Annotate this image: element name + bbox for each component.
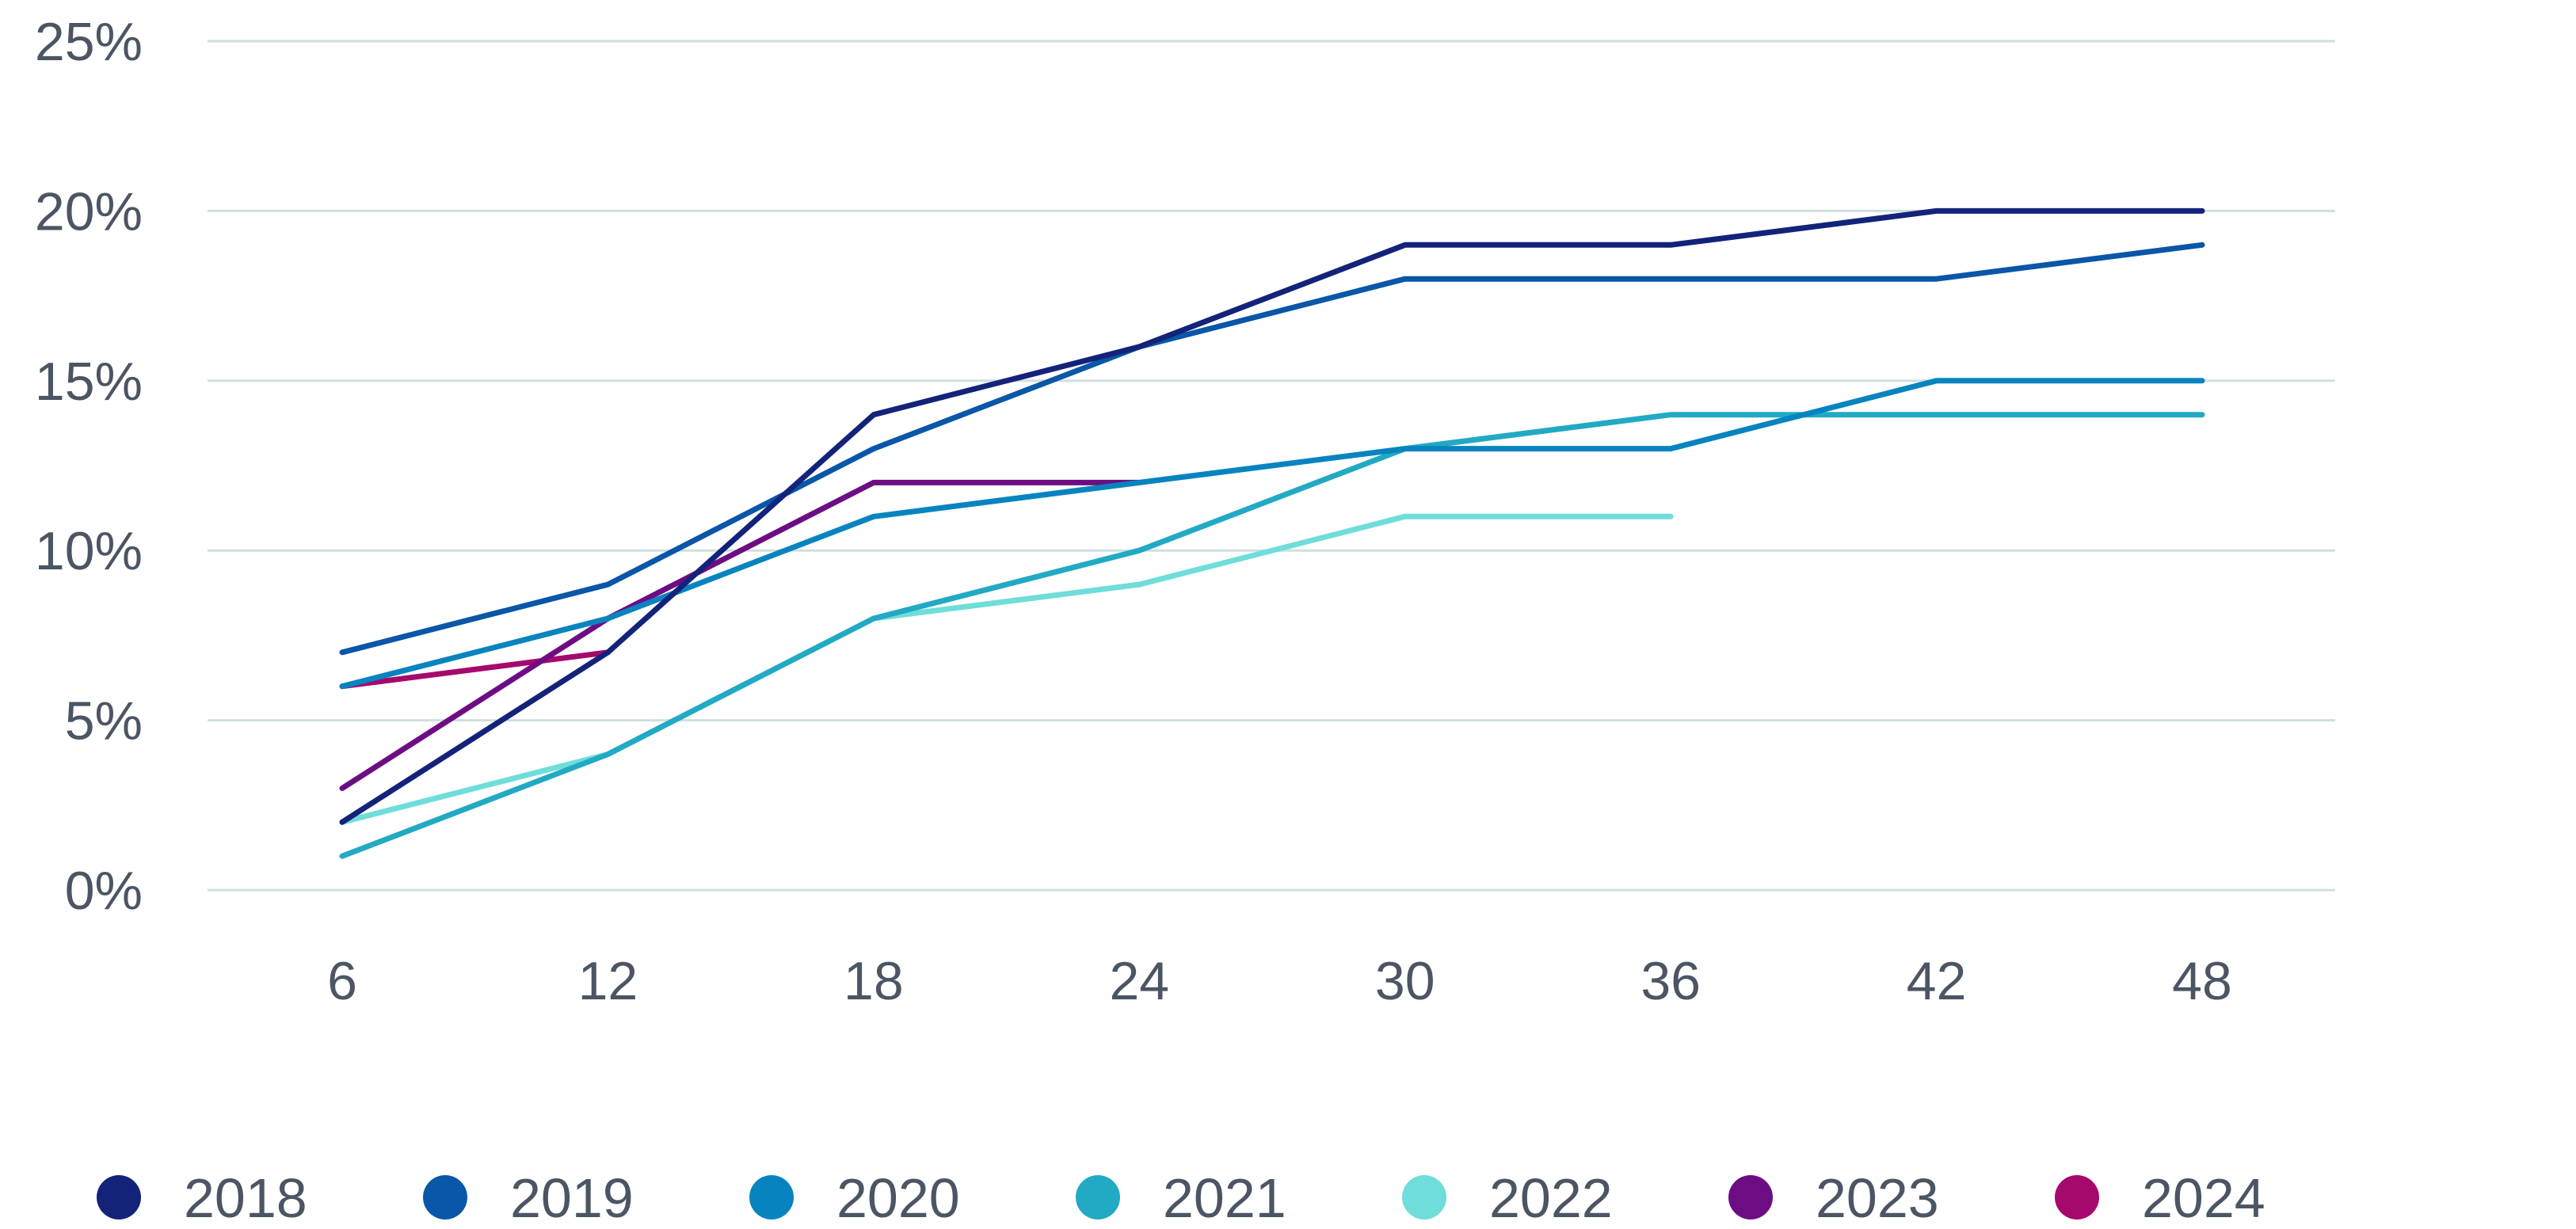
legend-item-2021: 2021 (1076, 1167, 1286, 1229)
legend-label: 2020 (836, 1167, 960, 1229)
series-line-2021 (339, 412, 2205, 859)
y-tick-label: 20% (35, 181, 143, 242)
series-line-2024 (339, 649, 611, 690)
legend-item-2019: 2019 (423, 1167, 634, 1229)
legend: 2018 2019 2020 2021 2022 2023 2024 (97, 1167, 2265, 1229)
legend-label: 2021 (1163, 1167, 1286, 1229)
y-tick-label: 15% (35, 352, 143, 412)
x-tick-label: 24 (1109, 951, 1169, 1011)
series-line-2018 (339, 207, 2205, 825)
legend-marker (1402, 1175, 1446, 1219)
x-tick-label: 12 (578, 951, 638, 1011)
legend-marker (423, 1175, 467, 1219)
legend-item-2024: 2024 (2055, 1167, 2265, 1229)
legend-marker (1728, 1175, 1773, 1219)
legend-marker (749, 1175, 794, 1219)
legend-item-2023: 2023 (1728, 1167, 1939, 1229)
legend-label: 2022 (1489, 1167, 1613, 1229)
series-line-2023 (339, 479, 1142, 791)
y-tick-label: 10% (35, 521, 143, 581)
series-line-2020 (339, 378, 2205, 690)
x-tick-label: 30 (1375, 951, 1435, 1011)
legend-item-2018: 2018 (97, 1167, 307, 1229)
y-axis-ticks: 0% 5% 10% 15% 20% 25% (35, 12, 143, 921)
y-tick-label: 25% (35, 12, 143, 72)
legend-item-2022: 2022 (1402, 1167, 1613, 1229)
x-tick-label: 18 (844, 951, 904, 1011)
legend-label: 2023 (1816, 1167, 1939, 1229)
x-tick-label: 42 (1907, 951, 1967, 1011)
x-tick-label: 48 (2172, 951, 2232, 1011)
legend-marker (1076, 1175, 1120, 1219)
legend-item-2020: 2020 (749, 1167, 960, 1229)
y-tick-label: 0% (65, 861, 143, 921)
series-lines (339, 207, 2205, 859)
series-line-2022 (339, 513, 1674, 825)
x-tick-label: 36 (1640, 951, 1701, 1011)
legend-label: 2018 (184, 1167, 307, 1229)
x-axis-ticks: 6 12 18 24 30 36 42 48 (327, 951, 2232, 1011)
legend-label: 2024 (2142, 1167, 2265, 1229)
series-line-2019 (339, 242, 2205, 656)
legend-marker (2055, 1175, 2099, 1219)
y-tick-label: 5% (65, 691, 143, 751)
x-tick-label: 6 (327, 951, 357, 1011)
legend-label: 2019 (510, 1167, 634, 1229)
legend-marker (97, 1175, 141, 1219)
